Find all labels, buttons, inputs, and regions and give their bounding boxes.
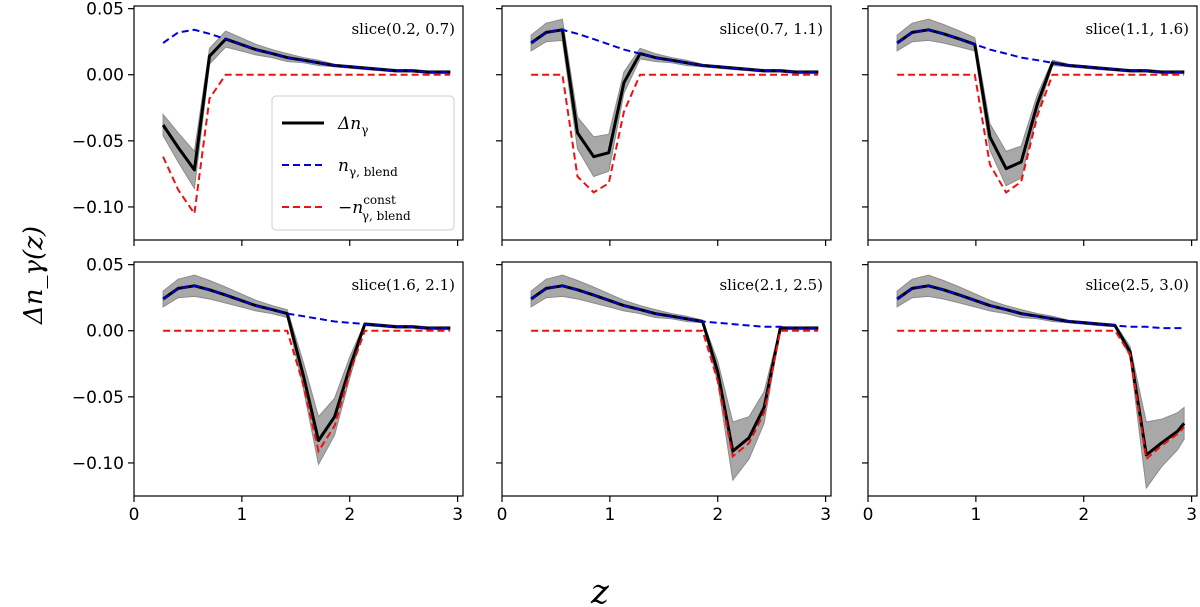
series-blend-line: [896, 284, 1185, 330]
x-tick-label: 1: [236, 505, 247, 525]
x-tick-label: 2: [712, 505, 723, 525]
series-blend-line: [530, 28, 819, 74]
series-blend-line: [162, 284, 451, 330]
panel-label: slice(2.5, 3.0): [1085, 276, 1189, 294]
x-tick-label: 0: [497, 505, 508, 525]
plot-area: [161, 28, 451, 217]
error-band: [896, 274, 1185, 490]
y-tick-label: 0.00: [86, 66, 124, 86]
series-const-line: [531, 329, 819, 459]
panel-frame: [501, 5, 832, 241]
series-delta-line: [162, 284, 451, 442]
y-tick-label: 0.05: [86, 0, 124, 20]
panel-5: 0 1 2 3 slice(2.1, 2.5): [496, 261, 832, 525]
legend-entry-label: Δnγ: [337, 114, 368, 137]
plot-area: [896, 18, 1185, 194]
y-tick-label: −0.10: [72, 454, 124, 474]
panel-label: slice(0.2, 0.7): [351, 20, 455, 38]
panel-1: 0.05 0.00 −0.05 −0.10 slice(0.2, 0.7): [72, 0, 464, 246]
plot-area: [896, 274, 1186, 490]
plot-area: [530, 274, 819, 482]
series-delta-line: [530, 284, 819, 453]
plot-area: [162, 274, 451, 466]
series-blend-line: [530, 284, 819, 330]
panel-4: 0 1 2 3 0.05 0.00 −0.05 −0.10 slice(1.6, 2.1): [72, 256, 464, 525]
plot-area: [530, 18, 819, 194]
panel-frame: [867, 5, 1198, 241]
panel-frame: [133, 261, 464, 497]
error-band: [162, 274, 451, 466]
panel-label: slice(1.6, 2.1): [351, 276, 455, 294]
legend-box: [271, 95, 455, 231]
x-axis-title: z: [590, 572, 610, 607]
panel-label: slice(1.1, 1.6): [1085, 20, 1189, 38]
x-tick-label: 0: [863, 505, 874, 525]
series-const-line: [163, 329, 451, 454]
y-axis-title: Δn_γ(z): [19, 226, 49, 325]
panel-6: 0 1 2 3 slice(2.5, 3.0): [862, 261, 1198, 525]
x-tick-label: 2: [1078, 505, 1089, 525]
series-delta-line: [896, 28, 1185, 171]
series-const-line: [897, 329, 1185, 461]
panel-3: slice(1.1, 1.6): [862, 5, 1198, 246]
y-tick-label: −0.05: [72, 132, 124, 152]
panels-layer: 0.05 0.00 −0.05 −0.10 slice(0.2, 0.7) slice(0…: [72, 0, 1198, 525]
y-tick-label: 0.05: [86, 256, 124, 276]
panel-frame: [501, 261, 832, 497]
error-band: [896, 18, 1185, 187]
panel-frame: [133, 5, 464, 241]
x-tick-label: 3: [1186, 505, 1197, 525]
panel-2: slice(0.7, 1.1): [496, 5, 832, 246]
legend-entry-label: −nconst γ, blend: [338, 193, 411, 223]
error-band: [530, 274, 819, 482]
x-tick-label: 0: [129, 505, 140, 525]
series-blend-line: [896, 28, 1185, 74]
x-tick-label: 3: [452, 505, 463, 525]
panel-label: slice(2.1, 2.5): [719, 276, 823, 294]
panel-frame: [867, 261, 1198, 497]
series-const-line: [531, 73, 819, 194]
x-tick-label: 2: [344, 505, 355, 525]
legend-entry-label: nγ, blend: [338, 156, 398, 179]
x-tick-label: 1: [604, 505, 615, 525]
legend: Δnγ nγ, blend −nconst γ, blend: [271, 95, 455, 231]
series-blend-line: [162, 28, 451, 74]
x-tick-label: 1: [970, 505, 981, 525]
y-tick-label: −0.05: [72, 388, 124, 408]
series-const-line: [897, 73, 1185, 194]
y-tick-label: −0.10: [72, 198, 124, 218]
y-tick-label: 0.00: [86, 322, 124, 342]
panel-label: slice(0.7, 1.1): [719, 20, 823, 38]
x-tick-label: 3: [820, 505, 831, 525]
